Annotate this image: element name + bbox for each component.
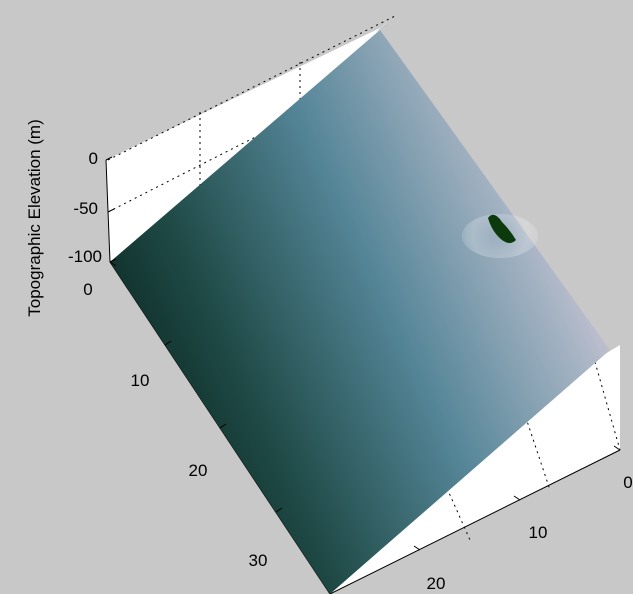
surface-mesh [110, 30, 610, 594]
surface-shoreline-cluster [488, 214, 516, 243]
tick-mark [164, 340, 172, 346]
tick-mark [105, 156, 113, 161]
grid-line [519, 399, 551, 491]
tick-mark [613, 445, 621, 451]
tick-mark [219, 423, 227, 429]
z-tick-label: 0 [89, 149, 98, 168]
x-tick-label: 20 [427, 574, 446, 593]
grid-line [429, 449, 471, 541]
y-tick-label: 30 [249, 551, 268, 570]
x-axis-line [329, 449, 621, 594]
z-tick-label: -50 [73, 199, 98, 218]
tick-mark [107, 208, 115, 213]
y-tick-label: 20 [189, 461, 208, 480]
z-tick-label: -100 [68, 247, 102, 266]
x-tick-label: 0 [623, 473, 632, 492]
z-axis-line [105, 159, 111, 263]
surface-patch [110, 30, 610, 594]
tick-mark [109, 261, 117, 267]
axes-back-wall-left-top [106, 18, 392, 262]
tick-mark [109, 258, 117, 263]
y-tick-label: 0 [83, 280, 92, 299]
axes-back-wall-right [330, 345, 620, 594]
z-axis-label: Topographic Elevation (m) [25, 119, 44, 316]
tick-labels: 0 -50 -100 0 10 20 30 0 10 20 [68, 149, 633, 593]
y-tick-label: 10 [131, 371, 150, 390]
tick-mark [513, 495, 521, 501]
tick-mark [275, 507, 283, 513]
tick-marks [105, 156, 621, 551]
x-tick-label: 10 [529, 523, 548, 542]
tick-mark [413, 545, 421, 551]
